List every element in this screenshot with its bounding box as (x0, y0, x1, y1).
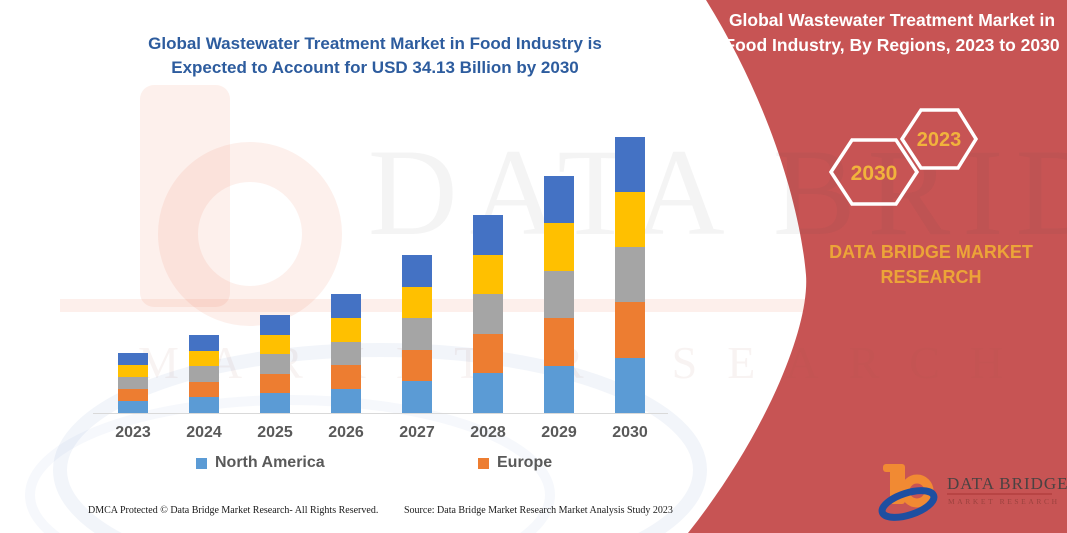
bar-segment-2023-north-america (118, 401, 148, 413)
bar-segment-2027-unlabeled-dark-blue- (402, 255, 432, 287)
bar-segment-2025-north-america (260, 393, 290, 413)
bar-segment-2029-north-america (544, 365, 574, 413)
bar-2026 (331, 294, 361, 413)
bar-segment-2028-north-america (473, 373, 503, 413)
bar-2028 (473, 215, 503, 413)
bar-segment-2024-europe (189, 381, 219, 398)
bar-segment-2026-unlabeled-dark-blue- (331, 294, 361, 318)
bar-segment-2030-unlabeled-dark-blue- (615, 136, 645, 192)
bar-segment-2023-unlabeled-dark-blue- (118, 353, 148, 365)
legend-item-north-america: North America (196, 454, 325, 472)
bar-segment-2028-unlabeled-yellow- (473, 254, 503, 295)
x-axis-label-2029: 2029 (541, 424, 577, 441)
bar-segment-2027-north-america (402, 381, 432, 413)
banner-line2: Food Industry, By Regions, 2023 to 2030 (724, 35, 1060, 55)
legend-item-europe: Europe (478, 454, 552, 472)
bar-segment-2024-north-america (189, 397, 219, 413)
bar-segment-2029-europe (544, 318, 574, 366)
x-axis-label-2024: 2024 (186, 424, 222, 441)
bar-segment-2027-europe (402, 349, 432, 382)
bar-2023 (118, 353, 148, 413)
databridge-logo-mark (878, 464, 938, 521)
bar-segment-2025-unlabeled-dark-blue- (260, 315, 290, 335)
bar-segment-2023-unlabeled-yellow- (118, 365, 148, 377)
footer-dmca-text: DMCA Protected © Data Bridge Market Rese… (88, 505, 379, 516)
bar-segment-2030-north-america (615, 357, 645, 413)
bar-segment-2028-europe (473, 333, 503, 374)
hexagon-2023-label: 2023 (917, 129, 962, 151)
bar-2025 (260, 315, 290, 413)
legend-label-europe: Europe (497, 454, 553, 471)
bar-segment-2030-europe (615, 302, 645, 358)
bar-segment-2029-unlabeled-yellow- (544, 223, 574, 271)
logo-tagline: MARKET RESEARCH (948, 497, 1060, 506)
hexagon-2030-outline (828, 138, 920, 206)
bar-segment-2024-unlabeled-yellow- (189, 350, 219, 367)
x-axis-label-2030: 2030 (612, 424, 648, 441)
chart-title-line1: Global Wastewater Treatment Market in Fo… (148, 34, 602, 53)
hexagon-2030-label: 2030 (851, 162, 898, 185)
footer-source-text: Source: Data Bridge Market Research Mark… (404, 505, 673, 516)
hexagon-2023-outline (899, 108, 979, 170)
bar-segment-2030-unlabeled-gray- (615, 247, 645, 303)
x-axis-label-2026: 2026 (328, 424, 364, 441)
brand-name-text: DATA BRIDGE MARKET RESEARCH (829, 242, 1033, 287)
bar-2027 (402, 255, 432, 413)
bar-2024 (189, 335, 219, 413)
bar-segment-2024-unlabeled-dark-blue- (189, 335, 219, 351)
bar-2030 (615, 136, 645, 413)
bar-segment-2025-unlabeled-gray- (260, 354, 290, 374)
legend-swatch-europe (478, 457, 489, 469)
chart-title: Global Wastewater Treatment Market in Fo… (118, 32, 632, 80)
bar-segment-2026-europe (331, 365, 361, 390)
bar-2029 (544, 176, 574, 413)
bar-segment-2028-unlabeled-dark-blue- (473, 215, 503, 255)
bar-segment-2025-unlabeled-yellow- (260, 334, 290, 355)
x-axis-label-2025: 2025 (257, 424, 293, 441)
x-axis-label-2028: 2028 (470, 424, 506, 441)
chart-title-line2: Expected to Account for USD 34.13 Billio… (171, 58, 579, 77)
x-axis-labels: 2023 2024 2025 2026 2027 2028 2029 2030 (93, 424, 668, 442)
bar-segment-2029-unlabeled-gray- (544, 270, 574, 319)
legend-swatch-north-america (196, 457, 207, 469)
bar-segment-2027-unlabeled-gray- (402, 318, 432, 350)
bar-segment-2025-europe (260, 373, 290, 394)
bar-segment-2024-unlabeled-gray- (189, 366, 219, 382)
bar-segment-2027-unlabeled-yellow- (402, 286, 432, 319)
legend-label-north-america: North America (215, 454, 325, 471)
plot-area (93, 130, 668, 414)
bar-segment-2026-north-america (331, 389, 361, 413)
bar-segment-2028-unlabeled-gray- (473, 294, 503, 334)
bar-segment-2029-unlabeled-dark-blue- (544, 176, 574, 224)
bar-segment-2023-europe (118, 389, 148, 401)
bar-segment-2026-unlabeled-yellow- (331, 317, 361, 342)
logo-wordmark: DATA BRIDGE (947, 474, 1067, 493)
banner-line1: Global Wastewater Treatment Market in (728, 10, 1056, 30)
bar-segment-2026-unlabeled-gray- (331, 341, 361, 366)
panel-banner-title: Global Wastewater Treatment Market in Fo… (724, 8, 1060, 58)
bar-segment-2023-unlabeled-gray- (118, 377, 148, 389)
bar-segment-2030-unlabeled-yellow- (615, 191, 645, 248)
x-axis-label-2027: 2027 (399, 424, 435, 441)
x-axis-label-2023: 2023 (115, 424, 151, 441)
